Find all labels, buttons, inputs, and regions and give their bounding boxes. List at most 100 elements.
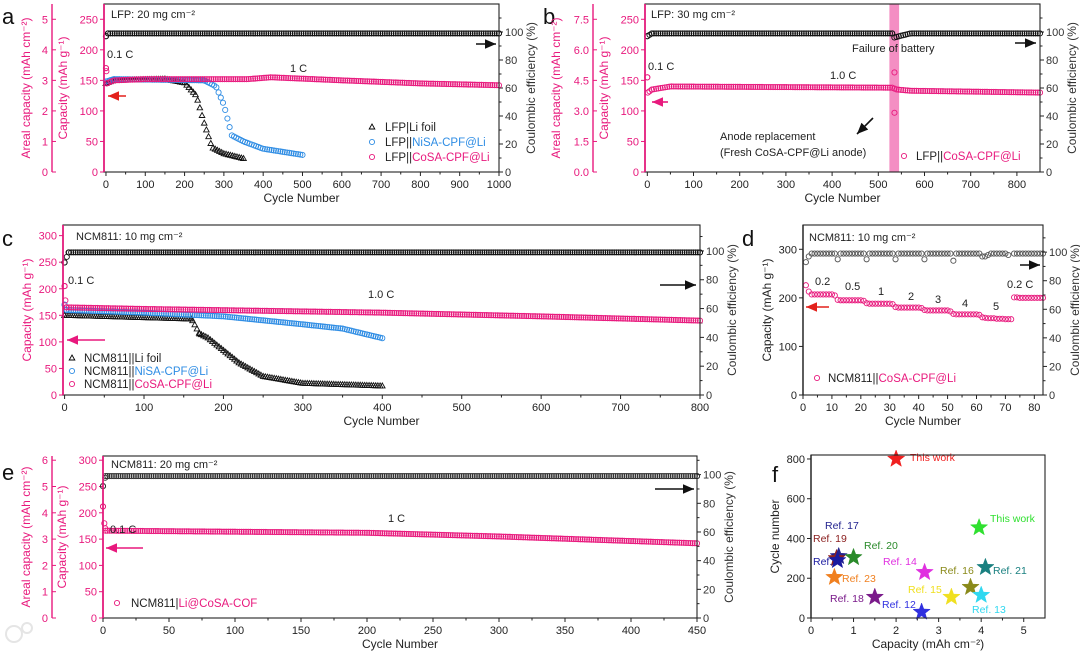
data-point — [127, 305, 134, 312]
data-point — [277, 308, 284, 315]
data-point — [920, 87, 927, 94]
data-point — [394, 473, 401, 480]
data-point — [656, 473, 663, 480]
data-point — [151, 76, 158, 83]
data-point — [361, 529, 368, 536]
data-point — [111, 77, 118, 84]
data-point — [209, 528, 217, 535]
data-point — [157, 473, 164, 480]
data-point — [783, 30, 790, 37]
data-point — [663, 249, 671, 256]
data-point — [685, 473, 692, 480]
data-point — [935, 88, 942, 95]
data-point — [291, 473, 298, 480]
data-point — [628, 315, 635, 322]
data-point — [311, 473, 318, 480]
data-point — [636, 473, 643, 480]
data-point — [556, 249, 563, 256]
data-point — [243, 76, 250, 83]
data-point — [76, 304, 84, 311]
data-point — [595, 314, 602, 321]
data-point — [950, 30, 958, 37]
data-point — [658, 539, 665, 546]
data-point — [379, 30, 386, 37]
data-point — [295, 529, 302, 536]
data-point — [175, 30, 182, 37]
data-point — [138, 305, 145, 312]
data-point — [536, 249, 543, 256]
data-point — [860, 30, 867, 37]
series-ncm811-li-foil — [61, 311, 386, 389]
y-areal-tick-label: 1 — [42, 587, 48, 599]
data-point — [1011, 250, 1018, 257]
x-tick-label: 70 — [999, 402, 1011, 414]
data-point — [235, 249, 242, 256]
data-point — [322, 76, 329, 83]
series-ncm811-cosa-cpf-li — [802, 282, 1047, 323]
data-point — [692, 30, 699, 37]
data-point — [895, 86, 902, 93]
data-point — [450, 249, 457, 256]
data-point — [796, 84, 803, 91]
annotation: (Fresh CoSA-CPF@Li anode) — [720, 147, 866, 159]
data-point — [394, 79, 402, 86]
data-point — [602, 315, 609, 322]
panel-letter: f — [772, 462, 779, 487]
data-point — [197, 30, 204, 37]
data-point — [268, 147, 275, 154]
data-point — [342, 249, 350, 256]
data-point — [81, 249, 88, 256]
data-point — [430, 249, 438, 256]
data-point — [926, 87, 933, 95]
data-point — [392, 79, 399, 86]
data-point — [632, 538, 639, 545]
data-point — [196, 528, 203, 535]
data-point — [1032, 89, 1039, 96]
data-point — [774, 30, 781, 37]
data-point — [106, 527, 113, 534]
data-point — [201, 76, 208, 83]
data-point — [831, 250, 838, 257]
data-point — [282, 30, 290, 37]
data-point — [261, 74, 268, 81]
data-point — [1023, 89, 1030, 96]
x-tick-label: 200 — [731, 179, 749, 191]
data-point — [846, 297, 853, 304]
data-point — [814, 84, 821, 91]
data-point — [549, 313, 556, 320]
annotation: 0.1 C — [648, 61, 674, 73]
data-point — [227, 313, 234, 321]
data-point — [892, 256, 899, 263]
data-point — [206, 76, 213, 83]
data-point — [933, 30, 940, 37]
data-point — [313, 30, 320, 37]
data-point — [286, 473, 294, 480]
data-point — [770, 30, 777, 37]
data-point — [672, 249, 679, 256]
data-point — [476, 473, 483, 480]
data-point — [688, 317, 695, 324]
data-point — [476, 532, 483, 539]
data-point — [641, 249, 649, 256]
data-point — [180, 249, 187, 256]
data-point — [829, 30, 836, 37]
data-point — [138, 30, 145, 37]
data-point — [323, 249, 330, 256]
data-point — [898, 250, 905, 257]
data-point — [130, 473, 137, 480]
legend-name: CoSA-CPF@Li — [879, 373, 957, 385]
data-point — [721, 83, 728, 90]
data-point — [816, 30, 823, 37]
data-point — [515, 534, 522, 541]
data-point — [228, 307, 235, 314]
data-point — [203, 473, 210, 480]
data-point — [369, 309, 376, 316]
data-point — [326, 324, 333, 331]
x-tick-label: 50 — [163, 625, 175, 637]
data-point — [313, 76, 320, 83]
data-point — [269, 74, 276, 81]
data-point — [625, 473, 632, 480]
data-point — [863, 300, 870, 307]
data-point — [794, 84, 801, 91]
data-point — [862, 84, 869, 91]
